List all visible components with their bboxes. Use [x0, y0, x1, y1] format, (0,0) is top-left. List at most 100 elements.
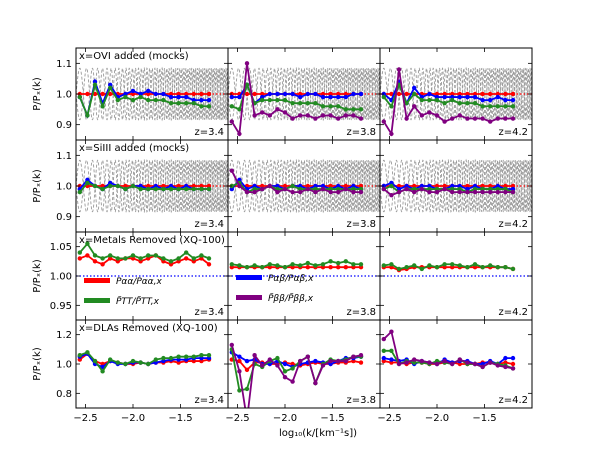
reference-oscillation: [380, 158, 532, 214]
panel-2-2: z=3.8: [227, 139, 381, 233]
legend-item-ab: Pαβ/Pαβ,x: [236, 274, 314, 284]
data-point-green: [153, 97, 158, 103]
data-point-blue: [108, 82, 113, 88]
data-point-purple: [488, 189, 493, 195]
data-point-green: [161, 355, 166, 361]
data-point-blue: [336, 183, 341, 189]
data-point-green: [389, 262, 394, 267]
data-point-green: [472, 262, 478, 267]
data-point-green: [237, 388, 242, 393]
data-point-green: [77, 353, 83, 358]
data-point-purple: [358, 116, 364, 121]
plot-area: [76, 241, 228, 277]
data-point-blue: [503, 97, 508, 103]
x-tick-label: −2.0: [425, 413, 449, 424]
y-axis-label: P/Pₓ(k): [32, 259, 43, 293]
data-point-purple: [427, 189, 432, 195]
data-point-green: [237, 263, 242, 268]
data-point-green: [108, 85, 113, 91]
data-point-green: [472, 186, 478, 192]
data-point-green: [115, 183, 121, 189]
data-point-purple: [275, 189, 280, 195]
data-point-green: [206, 256, 212, 261]
panel-grid: 0.9 1.0 1.1 z=3.4 x=OVI added (mocks) z=3.8 z=…: [32, 47, 533, 424]
plot-area: [381, 329, 516, 371]
data-point-green: [510, 104, 516, 109]
data-point-green: [176, 256, 181, 261]
data-point-purple: [351, 354, 356, 359]
data-point-purple: [282, 375, 288, 380]
data-point-green: [130, 358, 136, 364]
data-point-green: [320, 104, 326, 109]
data-point-green: [396, 266, 402, 272]
data-point-green: [419, 266, 424, 272]
data-point-blue: [472, 183, 478, 189]
panel-2-3: z=4.2: [379, 139, 533, 233]
data-point-blue: [488, 97, 493, 103]
data-point-red: [282, 183, 288, 189]
data-point-green: [199, 353, 204, 358]
data-point-green: [305, 260, 310, 266]
data-point-blue: [138, 183, 143, 189]
redshift-label: z=3.4: [194, 395, 224, 406]
y-axis-label: P/Pₓ(k): [32, 347, 43, 381]
data-point-green: [480, 265, 485, 270]
data-point-green: [267, 262, 272, 267]
data-point-purple: [495, 116, 500, 121]
data-point-purple: [457, 189, 462, 195]
data-point-purple: [290, 379, 295, 384]
data-point-purple: [237, 131, 242, 137]
data-point-green: [161, 256, 166, 261]
data-point-green: [389, 104, 394, 109]
data-point-purple: [290, 116, 295, 121]
data-point-green: [191, 256, 196, 261]
data-point-purple: [427, 360, 432, 365]
x-tick-label: −2.0: [121, 413, 145, 424]
plot-area: [76, 158, 228, 214]
data-point-blue: [298, 183, 303, 189]
data-point-green: [503, 265, 508, 270]
data-point-green: [244, 82, 250, 88]
data-point-purple: [229, 168, 234, 173]
data-point-purple: [434, 189, 440, 195]
data-point-blue: [237, 94, 242, 100]
data-point-purple: [313, 189, 318, 195]
legend-item-TT: P̃TT/P̃TT,x: [84, 295, 160, 307]
data-point-blue: [427, 91, 432, 97]
x-tick-label: −1.5: [320, 413, 344, 424]
redshift-label: z=3.4: [194, 219, 224, 230]
legend-swatch: [236, 275, 262, 280]
x-tick-label: −2.5: [73, 413, 97, 424]
legend-swatch: [236, 295, 262, 300]
data-point-blue: [184, 183, 189, 189]
data-point-green: [275, 97, 280, 103]
data-point-red: [343, 91, 348, 97]
data-point-red: [480, 183, 485, 189]
data-point-red: [336, 265, 341, 270]
data-point-purple: [419, 358, 424, 364]
data-point-green: [184, 250, 189, 255]
data-point-purple: [351, 189, 356, 195]
data-point-red: [168, 91, 174, 97]
data-point-purple: [465, 360, 470, 365]
data-point-purple: [305, 354, 310, 359]
data-point-green: [77, 94, 83, 100]
data-point-green: [244, 386, 250, 392]
data-point-green: [168, 259, 174, 264]
plot-area: [229, 342, 364, 408]
data-point-red: [358, 360, 364, 365]
panel-1-1: 0.9 1.0 1.1 z=3.4 x=OVI added (mocks): [56, 47, 229, 141]
data-point-red: [510, 361, 516, 367]
data-point-green: [282, 369, 288, 374]
data-point-green: [351, 262, 356, 267]
data-point-purple: [229, 342, 234, 348]
data-point-red: [412, 183, 417, 189]
data-point-purple: [442, 186, 447, 192]
data-point-green: [199, 104, 204, 109]
data-point-purple: [465, 189, 470, 195]
reference-oscillation: [228, 158, 380, 214]
data-point-purple: [328, 113, 333, 118]
data-point-green: [298, 263, 303, 268]
data-point-purple: [434, 361, 440, 367]
redshift-label: z=4.2: [498, 127, 528, 138]
